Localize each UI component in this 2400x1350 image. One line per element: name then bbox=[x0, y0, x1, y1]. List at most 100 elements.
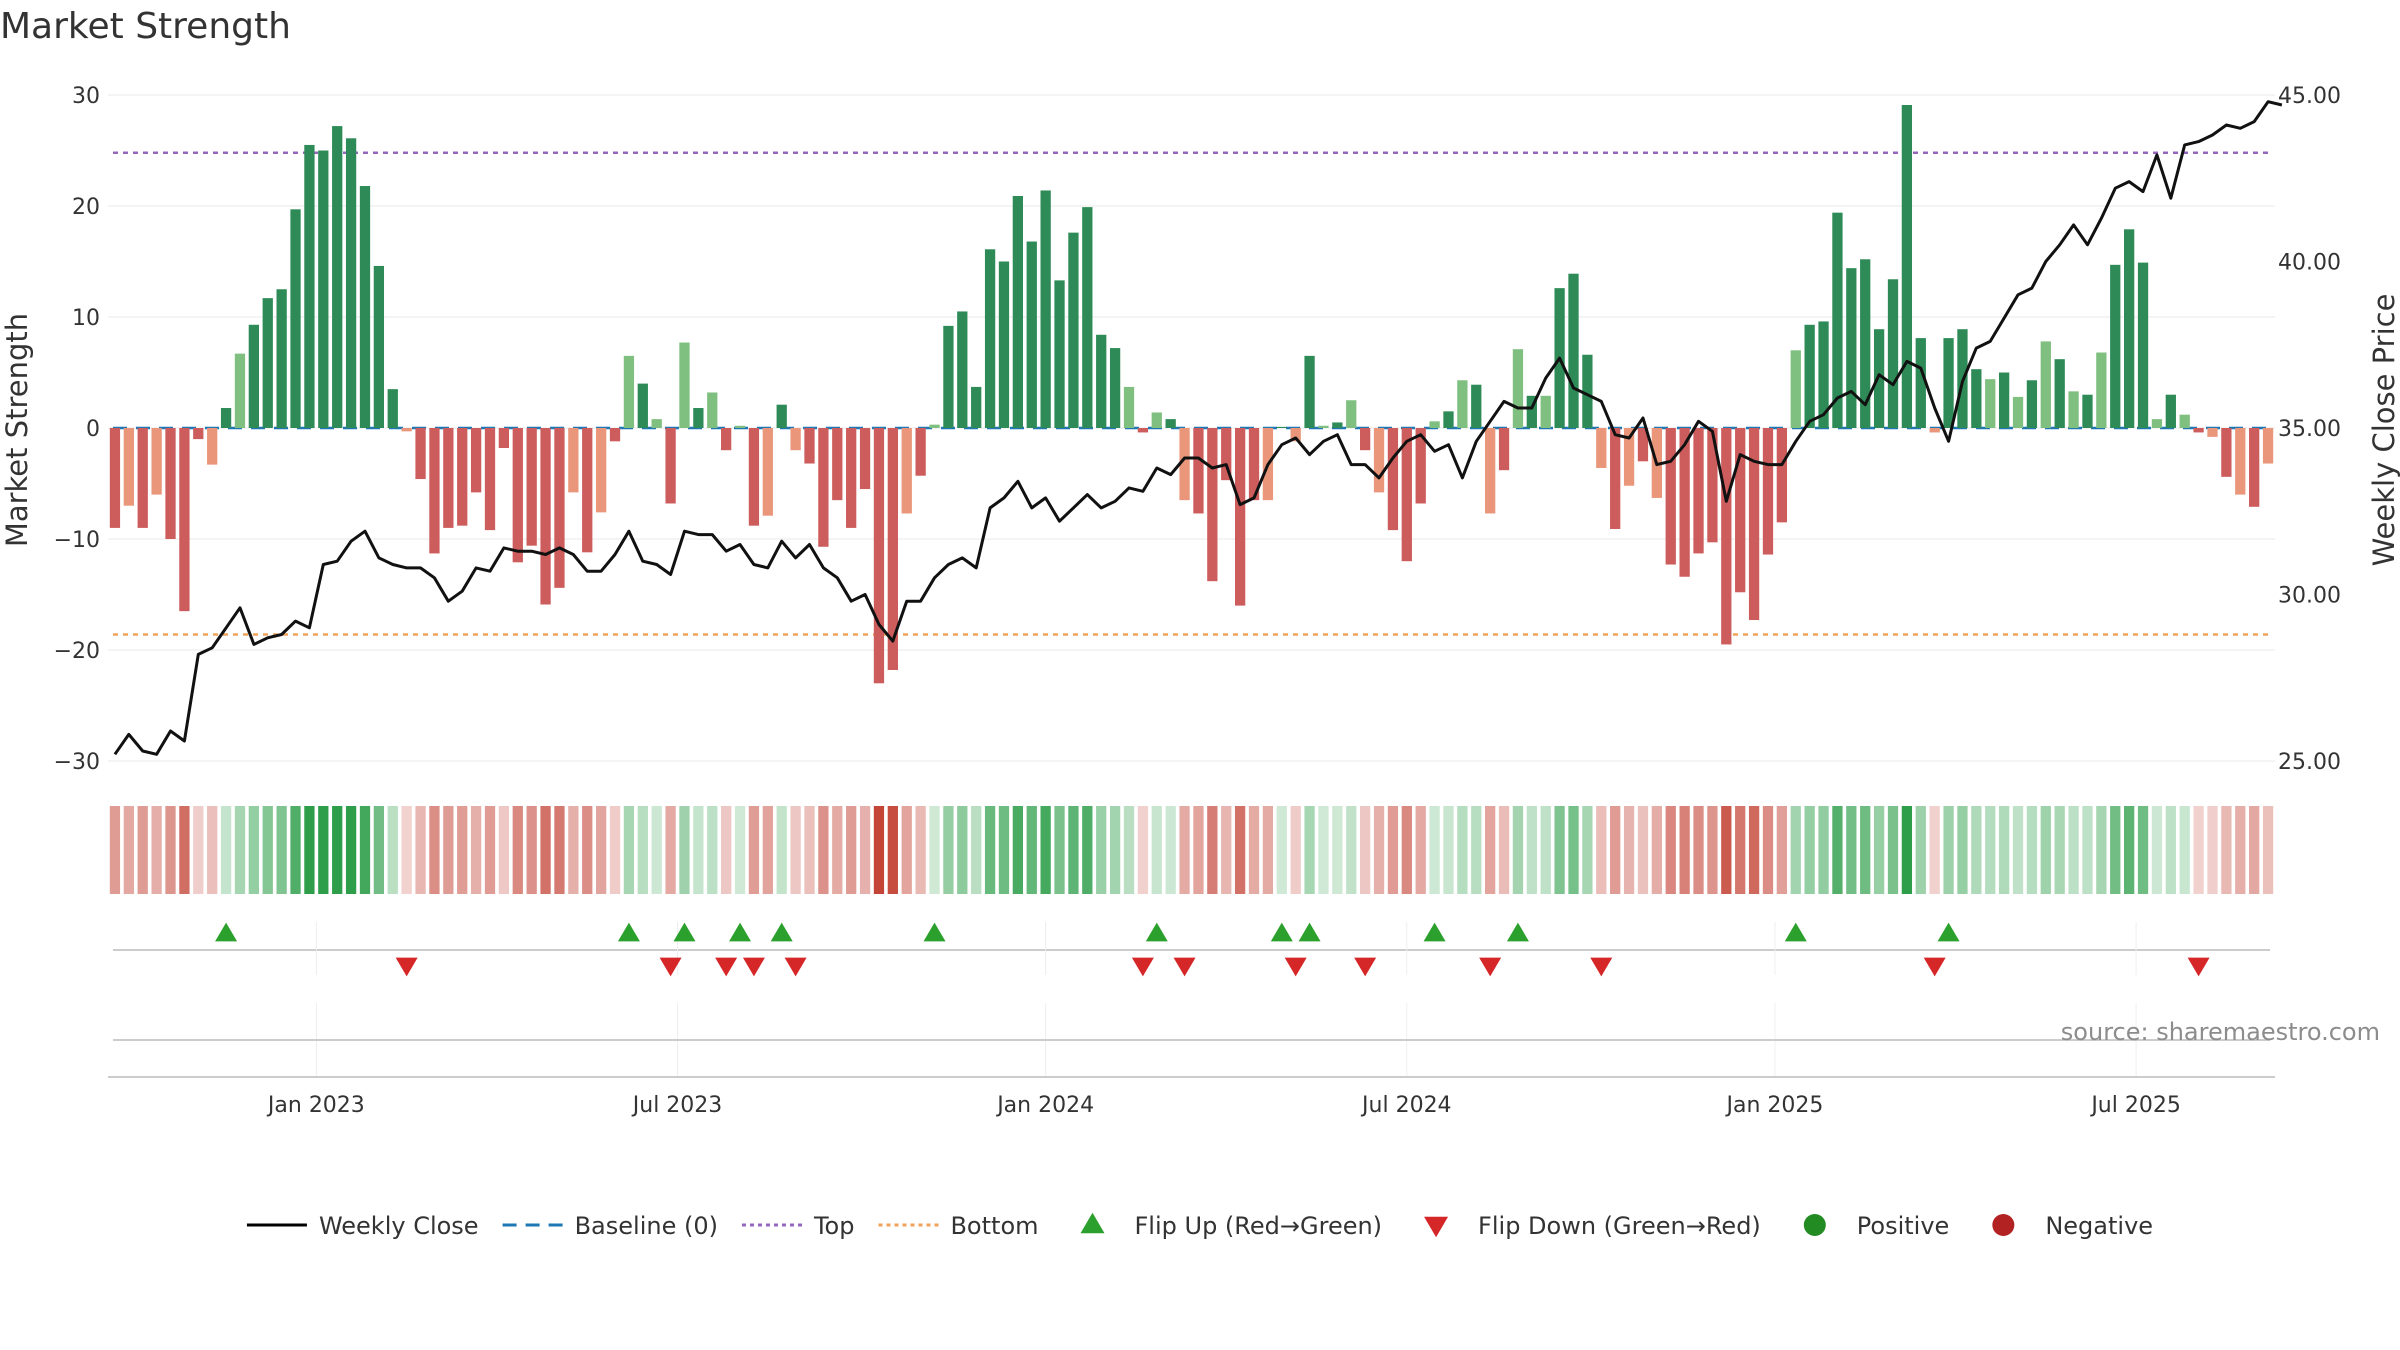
heatmap-cell bbox=[859, 806, 871, 894]
heatmap-cell bbox=[1318, 806, 1329, 894]
heatmap-cell bbox=[818, 806, 829, 894]
strength-bar bbox=[151, 428, 162, 495]
heatmap-cell bbox=[1443, 806, 1454, 894]
legend-label: Negative bbox=[2045, 1212, 2153, 1240]
strength-bar bbox=[1221, 428, 1232, 481]
flip-down-marker bbox=[742, 957, 765, 977]
legend-swatch-flip-up bbox=[1080, 1212, 1105, 1234]
heatmap-cell bbox=[1985, 806, 1996, 894]
strength-bar bbox=[1790, 350, 1801, 428]
strength-bar bbox=[470, 428, 482, 493]
heatmap-cell bbox=[359, 806, 371, 894]
strength-bar bbox=[929, 424, 940, 428]
heatmap-cell bbox=[276, 806, 287, 894]
heatmap-cell bbox=[1846, 806, 1857, 894]
heatmap-cell bbox=[318, 806, 329, 894]
heatmap-cell bbox=[387, 806, 398, 894]
legend-label: Weekly Close bbox=[319, 1212, 479, 1240]
heatmap-cell bbox=[957, 806, 968, 894]
strength-bar bbox=[1901, 104, 1913, 429]
strength-bar bbox=[1359, 428, 1371, 451]
flip-down-marker bbox=[715, 957, 738, 977]
strength-bar bbox=[957, 311, 968, 428]
heatmap-cell bbox=[1193, 806, 1204, 894]
strength-bar bbox=[859, 428, 871, 490]
strength-bar bbox=[1860, 259, 1871, 428]
legend: Weekly Close Baseline (0) Top Bottom Flip Up… bbox=[246, 1212, 2153, 1240]
legend-label: Top bbox=[813, 1212, 855, 1240]
heatmap-cell bbox=[1860, 806, 1871, 894]
left-tick-label: 0 bbox=[86, 417, 100, 442]
heatmap-cell bbox=[1471, 806, 1482, 894]
weekly-close-line bbox=[113, 100, 2283, 756]
heatmap-cell bbox=[457, 806, 468, 894]
heatmap-cell bbox=[1582, 806, 1593, 894]
heatmap-cell bbox=[943, 806, 954, 894]
strength-bar bbox=[818, 428, 829, 547]
heatmap-cell bbox=[887, 806, 898, 894]
heatmap-cell bbox=[679, 806, 690, 894]
strength-bar bbox=[1887, 279, 1899, 428]
legend-label: Baseline (0) bbox=[575, 1212, 718, 1240]
heatmap-cell bbox=[568, 806, 579, 894]
flip-up-marker bbox=[617, 922, 640, 942]
heatmap-cell bbox=[1248, 806, 1260, 894]
heatmap-cell bbox=[165, 806, 176, 894]
heatmap-cell bbox=[1748, 806, 1760, 894]
strength-bar bbox=[1665, 428, 1676, 565]
strength-bar bbox=[1943, 338, 1954, 428]
strength-bar bbox=[2026, 380, 2038, 428]
strength-bar bbox=[1276, 426, 1287, 428]
heatmap-cell bbox=[1276, 806, 1287, 894]
strength-bar bbox=[1707, 428, 1718, 543]
strength-bar bbox=[1457, 380, 1468, 428]
strength-bar bbox=[1290, 428, 1301, 442]
strength-bar bbox=[776, 404, 787, 428]
strength-bar bbox=[1373, 428, 1385, 493]
heatmap-cell bbox=[693, 806, 704, 894]
heatmap-cell bbox=[2193, 806, 2204, 894]
heatmap-cell bbox=[1082, 806, 1093, 894]
heatmap-cell bbox=[984, 806, 996, 894]
heatmap-cell bbox=[1665, 806, 1676, 894]
heatmap-cell bbox=[1040, 806, 1051, 894]
strength-bar bbox=[137, 428, 148, 528]
strength-bar bbox=[1998, 372, 2010, 428]
heatmap-cell bbox=[1540, 806, 1551, 894]
strength-bar bbox=[1582, 354, 1593, 428]
legend-label: Positive bbox=[1857, 1212, 1950, 1240]
strength-heatmap-strip bbox=[109, 806, 2274, 894]
strength-bar bbox=[318, 150, 329, 428]
left-tick-label: −30 bbox=[54, 750, 100, 775]
heatmap-cell bbox=[554, 806, 565, 894]
heatmap-cell bbox=[290, 806, 301, 894]
strength-bar bbox=[1415, 428, 1426, 504]
strength-bar bbox=[2262, 428, 2274, 464]
heatmap-cell bbox=[651, 806, 662, 894]
flip-down-marker bbox=[784, 957, 807, 977]
heatmap-cell bbox=[332, 806, 343, 894]
heatmap-cell bbox=[748, 806, 760, 894]
heatmap-cell bbox=[2110, 806, 2121, 894]
heatmap-cell bbox=[1346, 806, 1357, 894]
strength-bar bbox=[123, 428, 134, 506]
strength-bar bbox=[1971, 369, 1982, 428]
flip-down-marker bbox=[1131, 957, 1154, 977]
heatmap-cell bbox=[470, 806, 482, 894]
heatmap-cell bbox=[637, 806, 648, 894]
heatmap-cell bbox=[1929, 806, 1940, 894]
strength-bar bbox=[179, 428, 190, 612]
strength-bar bbox=[207, 428, 218, 465]
heatmap-cell bbox=[2096, 806, 2107, 894]
heatmap-cell bbox=[540, 806, 551, 894]
heatmap-cell bbox=[1721, 806, 1732, 894]
strength-bar bbox=[220, 408, 232, 428]
left-tick-label: −10 bbox=[54, 528, 100, 553]
flip-up-marker bbox=[1270, 922, 1293, 942]
strength-bar bbox=[2082, 394, 2093, 428]
heatmap-cell bbox=[262, 806, 273, 894]
strength-bar bbox=[707, 392, 718, 428]
x-tick-label: Jul 2025 bbox=[2089, 1093, 2181, 1118]
heatmap-cell bbox=[1123, 806, 1135, 894]
